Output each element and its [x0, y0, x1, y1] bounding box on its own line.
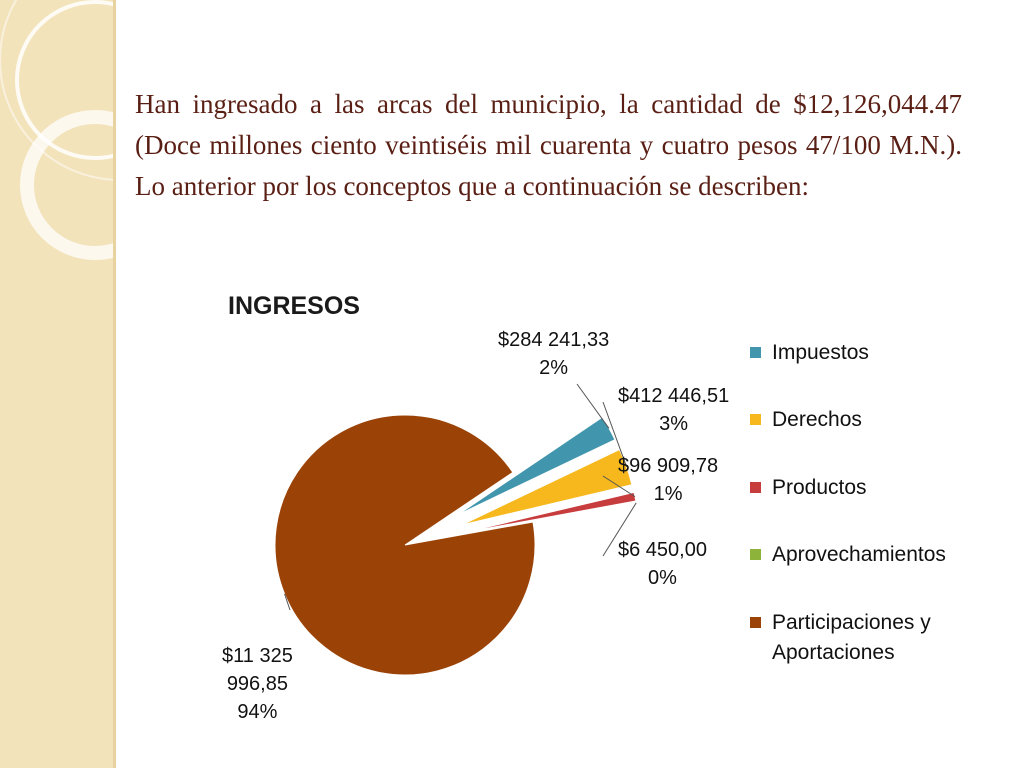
legend-swatch — [750, 617, 761, 628]
leader-productos — [602, 475, 636, 498]
data-label-productos-value: $96 909,78 — [618, 455, 719, 477]
chart-title: INGRESOS — [228, 292, 360, 320]
legend-label: Derechos — [772, 408, 862, 431]
data-label-impuestos: $284 241,33 2% — [498, 326, 609, 382]
legend-label: Aprovechamientos — [772, 543, 946, 566]
legend-swatch — [750, 549, 761, 560]
data-label-participaciones-value-line2: 996,85 — [226, 673, 288, 695]
data-label-participaciones-value-line1: $11 325 — [222, 645, 293, 667]
leader-derechos — [602, 401, 628, 467]
data-label-derechos-percent: 3% — [659, 413, 689, 435]
data-label-derechos-value: $412 446,51 — [618, 385, 730, 407]
data-label-derechos: $412 446,51 3% — [618, 382, 729, 438]
legend-label: Participaciones y Aportaciones — [772, 611, 931, 664]
data-label-aprovechamientos-value: $6 450,00 — [618, 539, 707, 561]
data-label-aprovechamientos-percent: 0% — [648, 567, 677, 589]
data-label-impuestos-percent: 2% — [539, 357, 569, 379]
data-label-productos: $96 909,78 1% — [618, 452, 718, 508]
slide-text: Han ingresado a las arcas del municipio,… — [135, 89, 962, 201]
legend-label: Productos — [772, 476, 867, 499]
data-label-participaciones: $11 325 996,85 94% — [222, 642, 293, 726]
decorative-sidebar — [0, 0, 116, 768]
data-label-impuestos-value: $284 241,33 — [498, 329, 610, 351]
data-label-productos-percent: 1% — [653, 483, 683, 505]
data-label-participaciones-percent: 94% — [237, 701, 278, 723]
leader-aprovechamientos — [602, 502, 637, 557]
leader-participaciones — [284, 593, 291, 611]
decorative-circles — [0, 0, 113, 260]
legend-swatch — [750, 482, 761, 493]
slice-participaciones — [274, 414, 536, 676]
leader-impuestos — [576, 383, 610, 429]
legend-swatch — [750, 414, 761, 425]
legend-swatch — [750, 347, 761, 358]
data-label-aprovechamientos: $6 450,00 0% — [618, 536, 707, 592]
legend-label: Impuestos — [772, 341, 869, 364]
